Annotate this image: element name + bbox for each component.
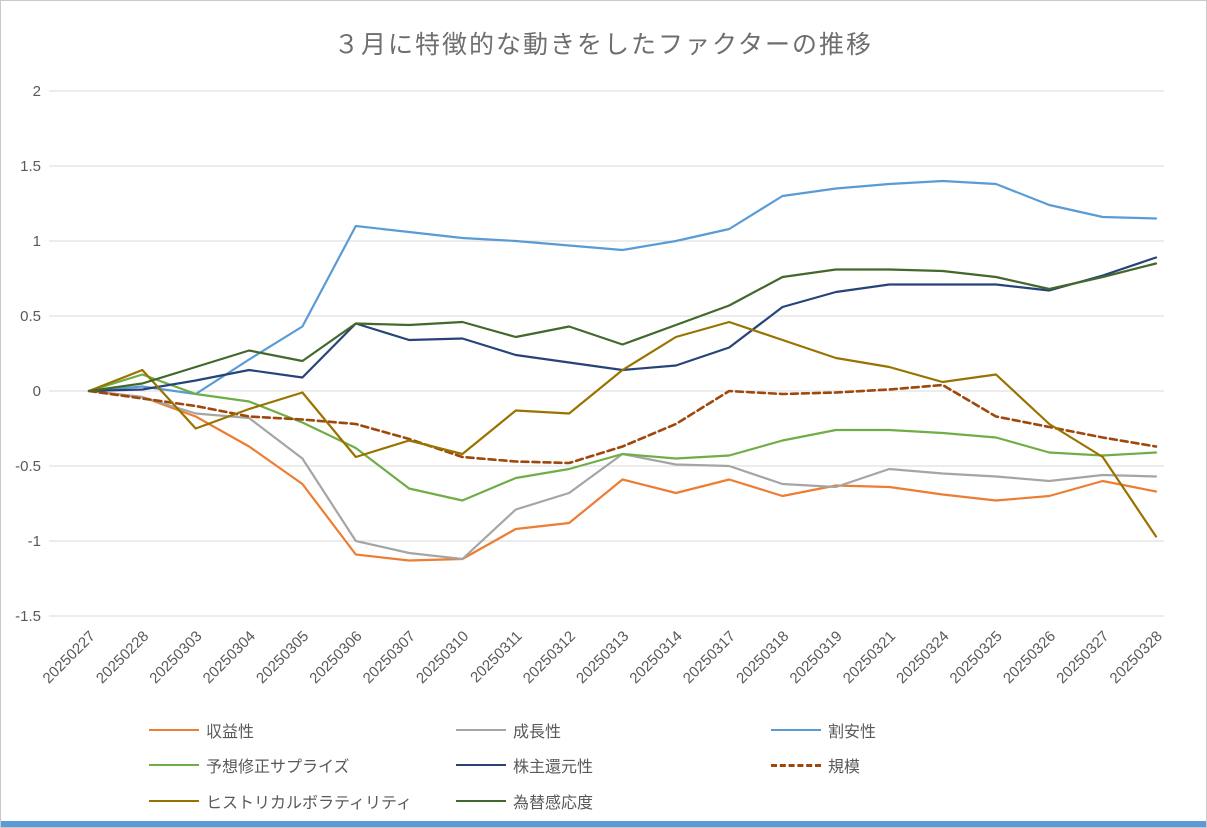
y-axis-tick-label: -0.5 [15, 458, 41, 475]
series-line-予想修正サプライズ [87, 373, 1158, 502]
x-axis-tick-label: 20250306 [306, 628, 365, 687]
y-axis-tick-label: 1 [33, 233, 41, 250]
x-axis-tick-label: 20250325 [947, 628, 1006, 687]
x-axis-tick-label: 20250324 [893, 628, 952, 687]
legend-label: 成長性 [513, 724, 562, 741]
series-line-割安性 [87, 179, 1158, 396]
x-axis-tick-label: 20250312 [520, 628, 579, 687]
legend-swatch-icon [456, 764, 506, 766]
series-line-収益性 [87, 389, 1158, 562]
series-line-規模 [87, 383, 1158, 465]
window-bottom-border [1, 821, 1206, 827]
y-axis-tick-label: -1 [28, 533, 41, 550]
chart-title: ３月に特徴的な動きをしたファクターの推移 [333, 31, 873, 59]
legend-item-予想修正サプライズ: 予想修正サプライズ [149, 754, 350, 776]
legend-item-割安性: 割安性 [771, 719, 876, 741]
legend-item-成長性: 成長性 [456, 719, 561, 741]
legend-label: 規模 [828, 759, 861, 776]
legend-swatch-icon [456, 729, 506, 731]
x-axis-tick-label: 20250307 [360, 628, 419, 687]
y-axis-tick-label: 2 [33, 83, 41, 100]
legend-item-ヒストリカルボラティリティ: ヒストリカルボラティリティ [149, 790, 412, 812]
x-axis-tick-label: 20250317 [680, 628, 739, 687]
x-axis-tick-label: 20250326 [1000, 628, 1059, 687]
x-axis-tick-label: 20250327 [1053, 628, 1112, 687]
x-axis-tick-label: 20250227 [40, 628, 99, 687]
legend-label: 為替感応度 [513, 795, 594, 812]
legend-label: 予想修正サプライズ [206, 759, 350, 776]
y-axis-tick-label: 1.5 [20, 158, 41, 175]
legend-item-株主還元性: 株主還元性 [456, 754, 593, 776]
series-line-為替感応度 [87, 262, 1158, 393]
x-axis-tick-label: 20250318 [733, 628, 792, 687]
legend-label: ヒストリカルボラティリティ [206, 795, 413, 812]
legend-swatch-icon [456, 800, 506, 802]
x-axis-tick-label: 20250328 [1107, 628, 1166, 687]
x-axis-tick-label: 20250321 [840, 628, 899, 687]
legend-item-収益性: 収益性 [149, 719, 254, 741]
x-axis-tick-label: 20250228 [93, 628, 152, 687]
legend-swatch-icon [771, 763, 821, 767]
legend-label: 割安性 [828, 724, 877, 741]
legend-item-規模: 規模 [771, 754, 860, 776]
x-axis-tick-label: 20250311 [467, 628, 525, 686]
y-axis-tick-label: 0 [33, 383, 41, 400]
legend-swatch-icon [149, 764, 199, 766]
y-axis-tick-label: 0.5 [20, 308, 41, 325]
legend-item-為替感応度: 為替感応度 [456, 790, 593, 812]
legend-swatch-icon [149, 729, 199, 731]
x-axis-tick-label: 20250310 [413, 628, 472, 687]
x-axis-tick-label: 20250313 [573, 628, 632, 687]
x-axis-tick-label: 20250314 [626, 628, 685, 687]
legend-swatch-icon [771, 729, 821, 731]
x-axis-tick-label: 20250305 [253, 628, 312, 687]
legend-label: 収益性 [206, 724, 255, 741]
series-line-ヒストリカルボラティリティ [87, 320, 1158, 538]
legend-swatch-icon [149, 800, 199, 802]
y-axis-tick-label: -1.5 [15, 608, 41, 625]
x-axis-tick-label: 20250303 [146, 628, 205, 687]
x-axis-tick-label: 20250304 [200, 628, 259, 687]
legend-label: 株主還元性 [513, 759, 594, 776]
x-axis-tick-label: 20250319 [787, 628, 846, 687]
